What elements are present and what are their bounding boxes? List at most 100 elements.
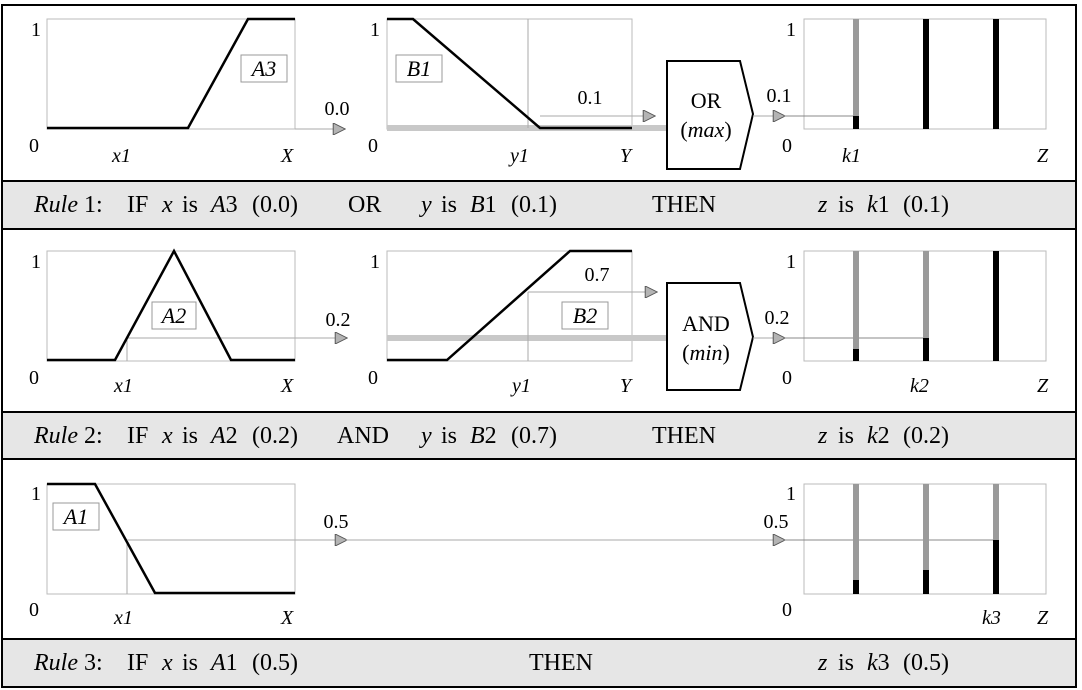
rule1-var1: x bbox=[161, 192, 173, 218]
rule3-val1: (0.5) bbox=[252, 650, 298, 676]
svg-text:A2: A2 bbox=[209, 423, 238, 449]
and-label: AND bbox=[682, 311, 730, 336]
rule1-set2: B bbox=[470, 192, 485, 218]
row1-x-zero: 0 bbox=[29, 135, 39, 157]
rule3-word: Rule bbox=[33, 650, 78, 676]
rule3-set1-n: 1 bbox=[226, 650, 238, 676]
rule3-band bbox=[1, 638, 1077, 688]
rule2-set1: A bbox=[209, 423, 226, 449]
rule1-val2: (0.1) bbox=[511, 192, 557, 218]
b2-membership-line bbox=[387, 249, 632, 362]
rule1-if: IF bbox=[127, 192, 148, 218]
row3-x-axis: X bbox=[280, 607, 294, 629]
row1-y-plot: 1 0 y1 Y B1 0.1 bbox=[368, 17, 666, 167]
row3-output-value: 0.5 bbox=[764, 511, 789, 533]
a2-label-box bbox=[151, 301, 197, 330]
b1-label-box bbox=[395, 54, 443, 83]
rule2-set2-n: 2 bbox=[485, 423, 497, 449]
row3-x-tick: x1 bbox=[113, 607, 133, 629]
rule2-val3: (0.2) bbox=[903, 423, 949, 449]
rule1-then: THEN bbox=[652, 192, 716, 218]
a1-membership-line bbox=[47, 482, 295, 595]
and-paren: (min) bbox=[682, 340, 730, 365]
rule1-set1-n: 3 bbox=[226, 192, 238, 218]
svg-text:Rule 1:: Rule 1: bbox=[33, 192, 103, 218]
row1-x-tick: x1 bbox=[111, 145, 131, 167]
rule1-is2: is bbox=[441, 192, 457, 218]
row1-x-axis: X bbox=[280, 145, 294, 167]
rule2-if: IF bbox=[127, 423, 148, 449]
row2-z-tick: k2 bbox=[910, 375, 929, 397]
rule1-word: Rule bbox=[33, 192, 78, 218]
rule3-number: 3: bbox=[78, 650, 103, 676]
a2-label: A2 bbox=[160, 303, 186, 328]
a3-label-box bbox=[240, 54, 288, 83]
row3-x-zero: 0 bbox=[29, 599, 39, 621]
row1-second-value: 0.1 bbox=[578, 87, 603, 109]
row2-y-plot: 1 0 y1 Y B2 0.7 bbox=[368, 249, 667, 397]
rule1-var3: z bbox=[817, 192, 828, 218]
rule2-band bbox=[1, 411, 1077, 460]
rule3-text: Rule 3: IF x is A1 (0.5) THEN z is k3 (0… bbox=[33, 650, 949, 676]
or-paren: (max) bbox=[680, 117, 731, 142]
svg-text:B2: B2 bbox=[470, 423, 497, 449]
row2-z-axis: Z bbox=[1037, 375, 1049, 397]
row1-y-axis: Y bbox=[620, 145, 633, 167]
row1: 1 0 x1 X A3 0.0 1 0 y1 Y B1 0.1 OR bbox=[29, 17, 1049, 218]
rule3-val3: (0.5) bbox=[903, 650, 949, 676]
rule1-var2: y bbox=[419, 192, 432, 218]
row3-z-zero: 0 bbox=[782, 599, 792, 621]
b2-label-box bbox=[561, 301, 609, 330]
rule2-var2: y bbox=[419, 423, 432, 449]
svg-text:Rule 2:: Rule 2: bbox=[33, 423, 103, 449]
rule2-val1: (0.2) bbox=[252, 423, 298, 449]
a3-membership-line bbox=[47, 17, 295, 130]
row1-z-one: 1 bbox=[786, 19, 796, 41]
a1-label-box bbox=[52, 502, 100, 531]
row1-operator: OR (max) bbox=[666, 60, 755, 170]
row2-x-zero: 0 bbox=[29, 367, 39, 389]
a1-label: A1 bbox=[62, 504, 88, 529]
row2-second-value: 0.7 bbox=[585, 264, 610, 286]
row3: 1 0 x1 X A1 0.5 0.5 1 0 k3 Z Rule bbox=[29, 482, 1049, 676]
rule1-is1: is bbox=[182, 192, 198, 218]
row2-z-one: 1 bbox=[786, 251, 796, 273]
rule3-is1: is bbox=[182, 650, 198, 676]
or-fn: max bbox=[688, 117, 725, 142]
svg-text:A1: A1 bbox=[209, 650, 238, 676]
and-fn: min bbox=[690, 340, 723, 365]
row2-y-zero: 0 bbox=[368, 367, 378, 389]
row3-z-one: 1 bbox=[786, 483, 796, 505]
b1-membership-line bbox=[387, 17, 632, 130]
rule1-set1: A bbox=[209, 192, 226, 218]
row3-z-plot: 1 0 k3 Z bbox=[782, 483, 1049, 629]
b1-label: B1 bbox=[407, 56, 431, 81]
row1-y-tick: y1 bbox=[508, 145, 529, 167]
rule3-var3: z bbox=[817, 650, 828, 676]
rule3-set3: k bbox=[867, 650, 878, 676]
rule2-number: 2: bbox=[78, 423, 103, 449]
a3-label: A3 bbox=[250, 56, 276, 81]
row2-x-one: 1 bbox=[31, 251, 41, 273]
rule2-word: Rule bbox=[33, 423, 78, 449]
row3-x-one: 1 bbox=[31, 483, 41, 505]
rule2-val2: (0.7) bbox=[511, 423, 557, 449]
rule2-is1: is bbox=[182, 423, 198, 449]
rule1-op: OR bbox=[348, 192, 381, 218]
row1-y-one: 1 bbox=[370, 19, 380, 41]
row1-x-plot: 1 0 x1 X A3 bbox=[29, 17, 296, 167]
row1-x-one: 1 bbox=[31, 19, 41, 41]
row2-input-value: 0.2 bbox=[326, 309, 351, 331]
rule1-val3: (0.1) bbox=[903, 192, 949, 218]
rule3-var1: x bbox=[161, 650, 173, 676]
a2-membership-line bbox=[47, 248, 295, 362]
rule2-set3-n: 2 bbox=[878, 423, 890, 449]
row2-output-value: 0.2 bbox=[765, 307, 790, 329]
row2-x-plot: 1 0 x1 X A2 bbox=[29, 248, 340, 397]
rule2-set2: B bbox=[470, 423, 485, 449]
row3-x-plot: 1 0 x1 X A1 bbox=[29, 482, 296, 629]
row2-y-tick: y1 bbox=[510, 375, 531, 397]
rule2-op: AND bbox=[337, 423, 389, 449]
rule2-set1-n: 2 bbox=[226, 423, 238, 449]
